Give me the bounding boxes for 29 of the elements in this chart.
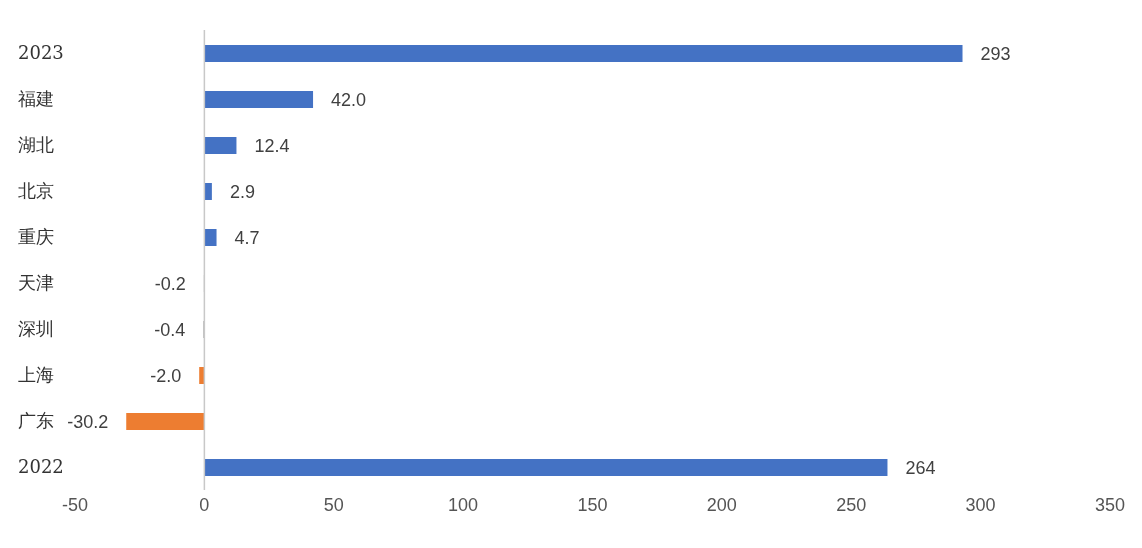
y-tick-label: 北京 (18, 180, 54, 201)
x-tick-label: 50 (323, 494, 344, 515)
data-label: 293 (980, 43, 1011, 64)
data-label: 42.0 (331, 89, 367, 110)
data-label: 12.4 (254, 135, 290, 156)
y-tick-label: 福建 (18, 88, 54, 109)
data-label: 264 (905, 457, 936, 478)
data-label: 2.9 (229, 181, 255, 202)
y-tick-label: 深圳 (18, 318, 54, 339)
y-tick-label: 广东 (18, 410, 54, 431)
data-label: -0.4 (154, 319, 186, 340)
y-tick-label: 湖北 (18, 134, 54, 155)
x-tick-label: 200 (706, 494, 737, 515)
y-tick-label: 2022 (18, 456, 64, 477)
x-tick-label: 350 (1094, 494, 1126, 515)
data-label: -2.0 (150, 365, 182, 386)
x-tick-label: 300 (965, 494, 996, 515)
x-tick-label: 150 (577, 494, 608, 515)
x-tick-label: 0 (199, 494, 210, 515)
y-tick-label: 2023 (18, 42, 64, 63)
x-tick-label: 100 (448, 494, 479, 515)
y-tick-label: 重庆 (18, 226, 54, 247)
data-label: -0.2 (154, 273, 186, 294)
x-tick-label: -50 (61, 494, 89, 515)
y-tick-label: 上海 (18, 364, 54, 385)
data-label: 4.7 (234, 227, 260, 248)
x-tick-label: 250 (836, 494, 867, 515)
data-label: -30.2 (67, 411, 109, 432)
y-tick-label: 天津 (18, 272, 54, 293)
